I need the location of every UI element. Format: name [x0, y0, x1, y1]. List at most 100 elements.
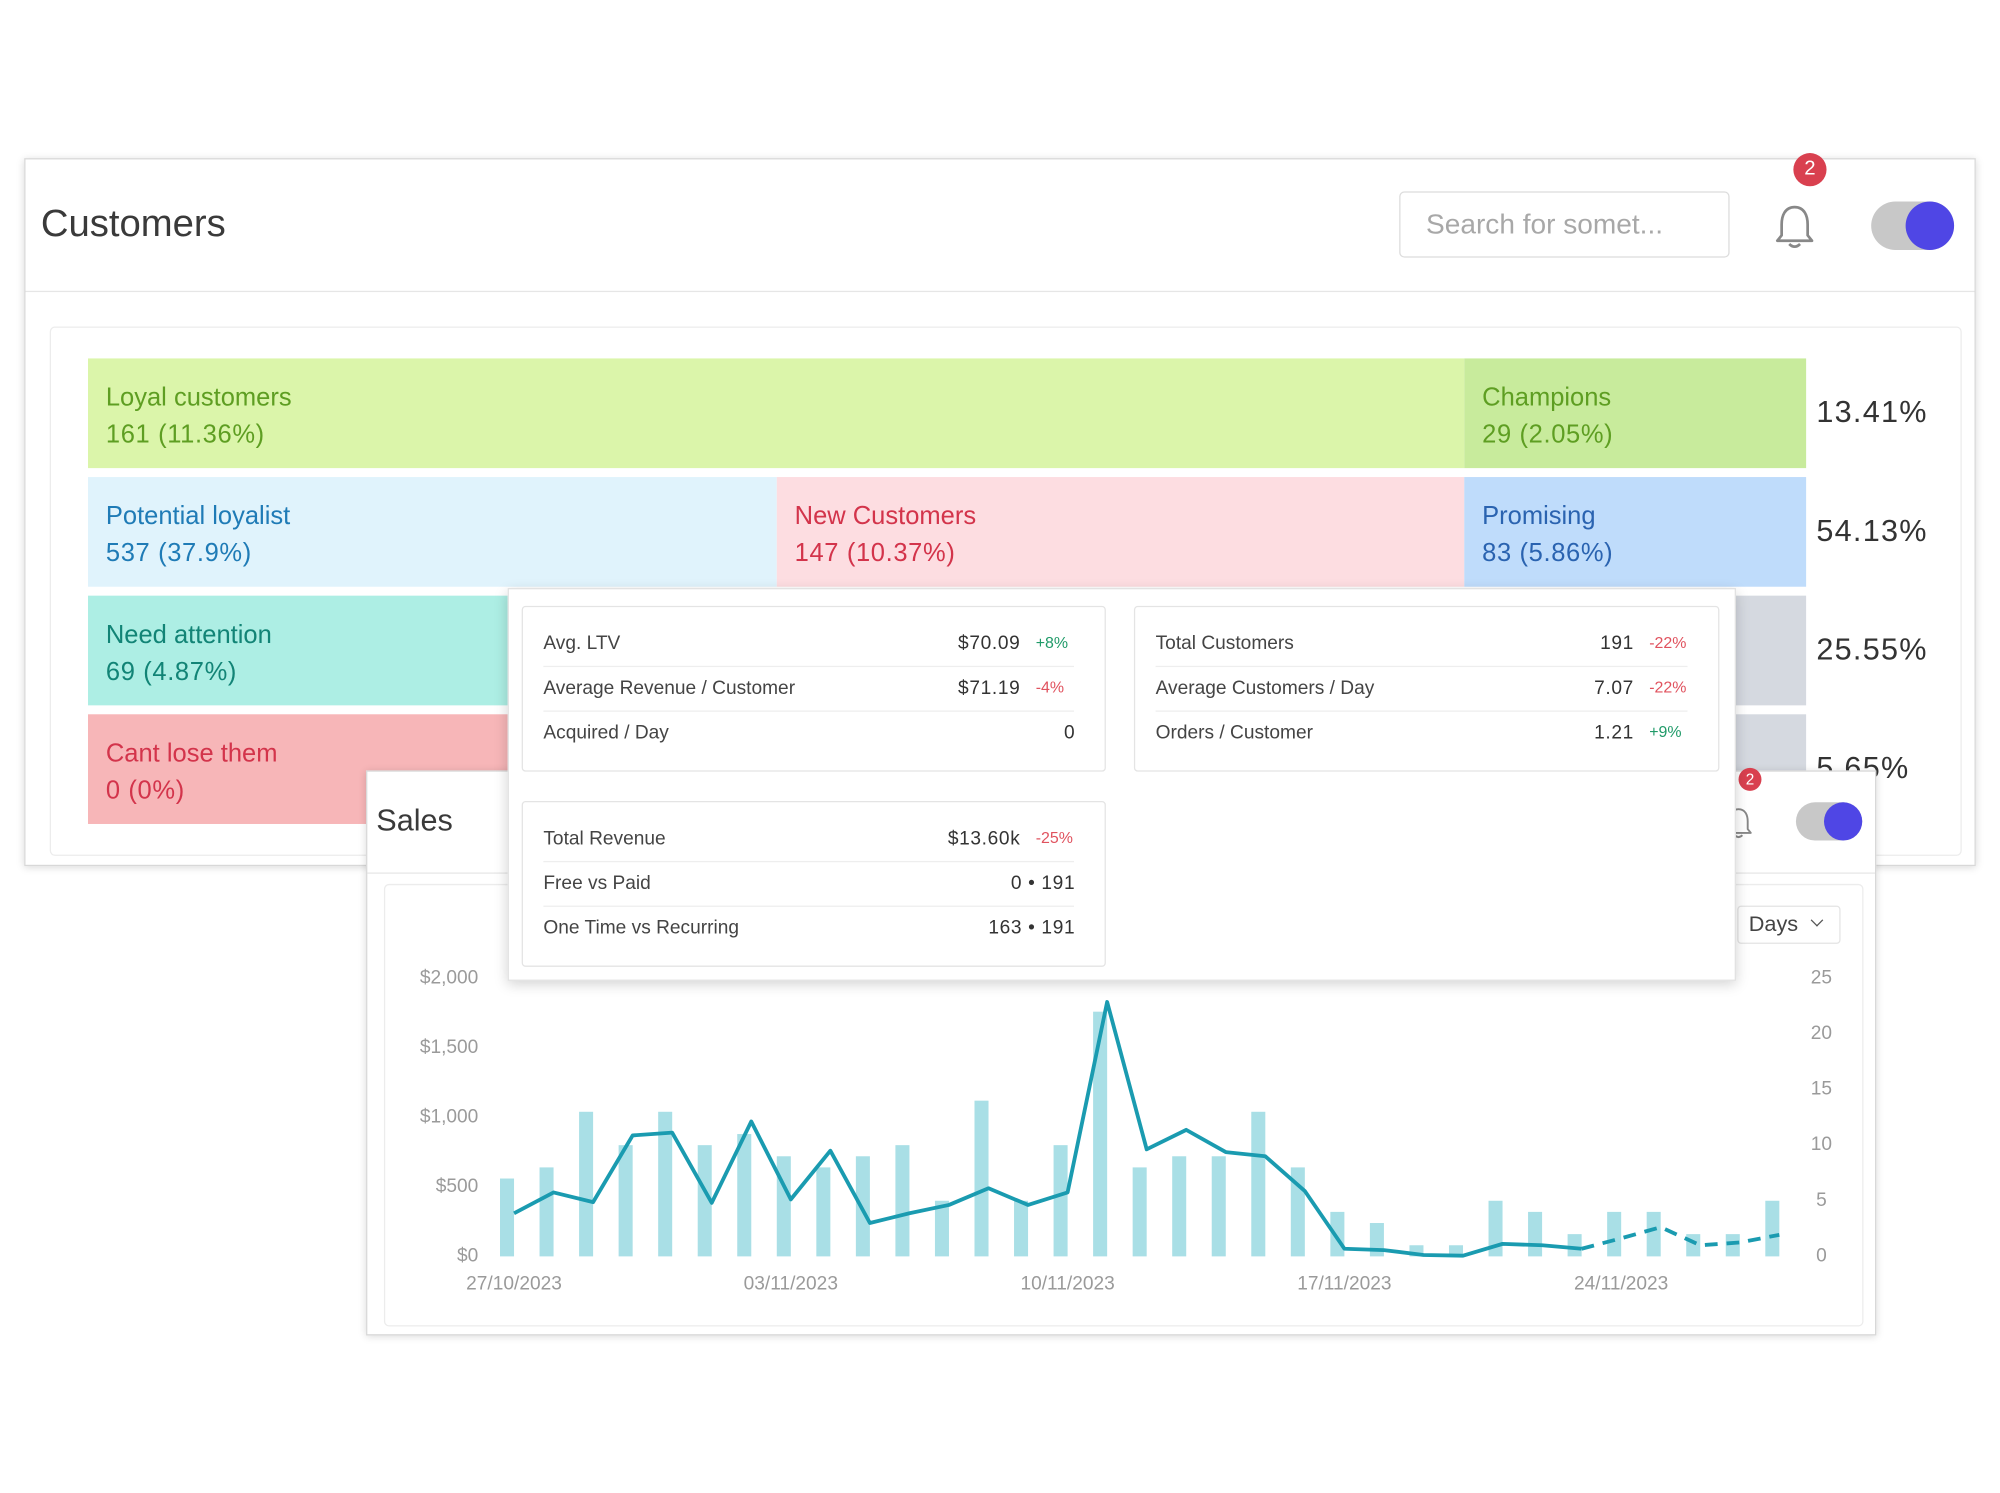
bar	[1607, 1211, 1622, 1257]
x-tick-label: 10/11/2023	[1020, 1273, 1114, 1294]
bar	[974, 1100, 989, 1257]
bar	[1132, 1167, 1147, 1257]
segment	[88, 358, 1465, 469]
segment-name: Need attention	[105, 621, 272, 650]
y-tick-label: $2,000	[420, 967, 479, 988]
period-dropdown[interactable]: Days	[1737, 905, 1841, 944]
row-divider	[543, 665, 1074, 668]
bar	[1093, 1011, 1108, 1257]
segment	[88, 477, 777, 587]
notification-bell[interactable]	[1773, 203, 1816, 251]
segment-name: Champions	[1482, 383, 1612, 412]
bar	[776, 1156, 791, 1257]
segment-name: Loyal customers	[105, 383, 292, 412]
bar	[1725, 1234, 1740, 1257]
page-title: Customers	[40, 202, 226, 245]
y-tick-label: $500	[436, 1176, 479, 1197]
segment-name: Cant lose them	[105, 739, 278, 768]
stat-label: Free vs Paid	[543, 872, 651, 895]
stats-card	[521, 605, 1106, 772]
bar	[1765, 1200, 1780, 1257]
segment-detail: 537 (37.9%)	[105, 539, 252, 568]
bar	[1053, 1145, 1068, 1257]
bar	[1686, 1234, 1701, 1257]
y-tick-label: $1,500	[420, 1037, 479, 1058]
stat-value: 0	[1063, 721, 1076, 744]
stat-value: 0 • 191	[1010, 872, 1076, 895]
stat-label: Total Revenue	[543, 827, 666, 850]
stat-change: +9%	[1649, 723, 1682, 742]
stat-change: +8%	[1035, 633, 1069, 652]
row-share: 13.41%	[1816, 395, 1928, 430]
bar	[697, 1145, 712, 1257]
row-share: 25.55%	[1816, 632, 1928, 668]
y-tick-label: $1,000	[420, 1106, 479, 1127]
bar	[1409, 1245, 1424, 1257]
bar	[1211, 1156, 1226, 1257]
stat-change: -22%	[1649, 678, 1687, 697]
stat-label: Average Revenue / Customer	[543, 677, 796, 699]
revenue-line	[513, 1000, 1582, 1258]
bar	[1488, 1200, 1503, 1257]
y2-tick-label: 20	[1811, 1023, 1832, 1044]
bar	[895, 1145, 910, 1257]
y2-tick-label: 15	[1811, 1079, 1832, 1100]
bar	[618, 1145, 633, 1257]
bar	[539, 1167, 554, 1257]
row-share: 54.13%	[1816, 514, 1928, 549]
bar	[1528, 1211, 1543, 1257]
stats-card	[1133, 605, 1720, 772]
segment	[1464, 358, 1807, 469]
x-tick-label: 17/11/2023	[1297, 1273, 1391, 1294]
row-divider	[543, 710, 1074, 712]
notification-badge: 2	[1793, 153, 1827, 187]
search-input[interactable]: Search for somet...	[1399, 191, 1730, 258]
bar	[737, 1134, 752, 1257]
segment-detail: 161 (11.36%)	[105, 420, 265, 449]
toggle-knob	[1823, 802, 1863, 841]
bell-icon	[1775, 206, 1814, 249]
row-divider	[543, 860, 1074, 863]
stat-value: 163 • 191	[988, 917, 1076, 939]
bar	[1014, 1200, 1029, 1257]
stat-label: Orders / Customer	[1155, 721, 1313, 744]
bar	[499, 1178, 515, 1257]
stat-value: $71.19	[958, 677, 1021, 699]
stat-label: Acquired / Day	[543, 721, 669, 744]
stats-card	[521, 801, 1106, 967]
bar	[1448, 1245, 1464, 1257]
stat-change: -4%	[1035, 678, 1065, 697]
x-tick-label: 03/11/2023	[744, 1273, 838, 1294]
bar	[934, 1200, 949, 1257]
section-title: Sales	[376, 803, 453, 839]
notification-badge: 2	[1738, 767, 1762, 791]
bar	[1567, 1234, 1582, 1257]
stat-label: Average Customers / Day	[1155, 677, 1375, 699]
stat-change: -22%	[1649, 633, 1687, 652]
toggle-knob	[1905, 201, 1955, 250]
x-tick-label: 24/11/2023	[1574, 1273, 1668, 1294]
stat-label: Avg. LTV	[543, 632, 621, 655]
segment-detail: 0 (0%)	[105, 776, 185, 805]
stats-popover	[507, 588, 1736, 981]
header-divider	[25, 290, 1975, 293]
row-divider	[543, 905, 1074, 907]
y2-tick-label: 10	[1811, 1134, 1832, 1155]
projection-line	[1581, 1225, 1780, 1251]
stat-label: Total Customers	[1155, 632, 1294, 655]
bar	[816, 1167, 831, 1257]
bar	[579, 1111, 594, 1257]
stat-value: 191	[1600, 632, 1634, 655]
stat-value: 1.21	[1594, 721, 1634, 744]
y-tick-label: $0	[457, 1245, 478, 1266]
row-divider	[1155, 665, 1688, 668]
segment-detail: 29 (2.05%)	[1482, 420, 1614, 449]
row-divider	[1155, 710, 1688, 712]
x-tick-label: 27/10/2023	[466, 1273, 562, 1294]
segment-name: Potential loyalist	[105, 502, 291, 531]
segment-detail: 69 (4.87%)	[105, 658, 238, 687]
y2-tick-label: 0	[1816, 1245, 1827, 1266]
stat-change: -25%	[1035, 829, 1073, 847]
